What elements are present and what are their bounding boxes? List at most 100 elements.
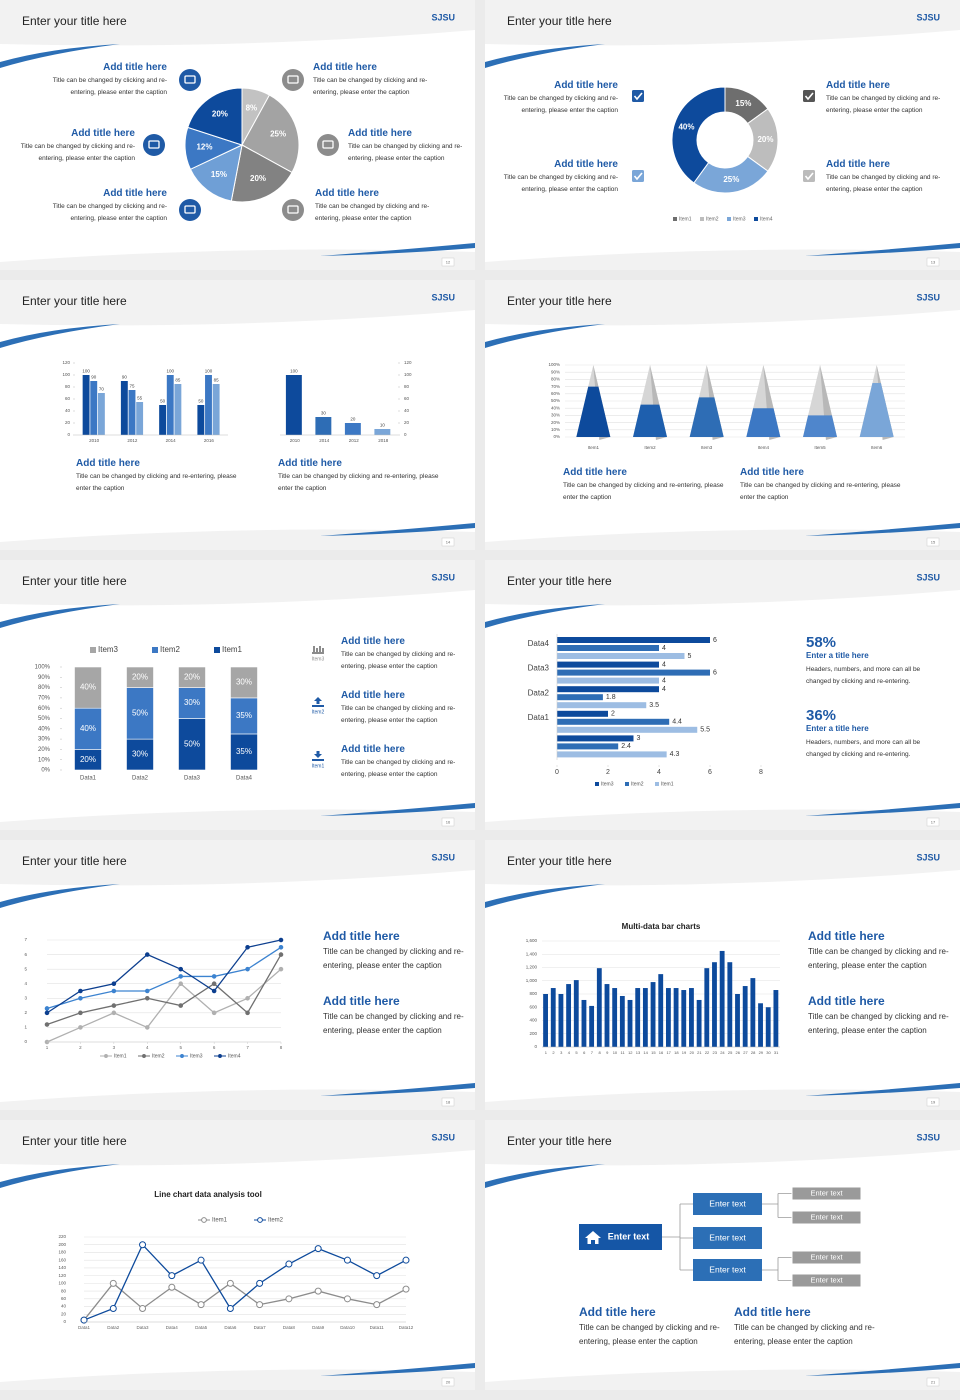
value-label: 4	[662, 677, 666, 684]
callout-caption: Title can be changed by clicking and re-…	[563, 482, 724, 501]
checkbox	[803, 170, 815, 182]
bar	[557, 669, 710, 676]
page-box	[926, 1097, 940, 1107]
y-tick-label: 1,400	[526, 951, 538, 956]
bar	[566, 984, 572, 1047]
slice	[671, 86, 726, 184]
x-tick-label: 2	[552, 1050, 555, 1055]
icon-glyph	[312, 759, 324, 761]
bar	[557, 718, 670, 725]
bar	[557, 694, 603, 701]
bar-segment	[74, 707, 102, 750]
legend-swatch	[673, 217, 677, 221]
bar	[557, 751, 667, 758]
point	[178, 974, 184, 979]
point	[211, 974, 217, 979]
callout-caption: Title can be changed by clicking and re-…	[52, 203, 167, 222]
slide-title: Enter your title here	[22, 574, 127, 588]
bar-segment	[178, 687, 206, 719]
bar-segment	[178, 718, 206, 771]
icon-glyph	[312, 652, 324, 654]
y-tick-label: 50%	[38, 716, 51, 722]
slice-label: 40%	[678, 123, 694, 132]
callout-caption: Title can be changed by clicking and re-…	[579, 1323, 720, 1346]
y-tick-label: 80	[61, 1288, 67, 1293]
page-box	[926, 817, 940, 827]
point	[144, 1025, 150, 1030]
page-box	[441, 1377, 455, 1387]
bar	[604, 984, 610, 1047]
page-box	[926, 537, 940, 547]
x-tick-label: 7	[246, 1045, 249, 1050]
y-tick-label: 40%	[38, 726, 51, 732]
y-tick-label: 80%	[38, 685, 51, 691]
y-tick-label: 400	[529, 1018, 537, 1023]
x-tick-label: 5	[575, 1050, 578, 1055]
callout-caption: Title can be changed by clicking and re-…	[348, 143, 463, 162]
point	[211, 981, 217, 987]
legend-swatch	[754, 217, 758, 221]
x-tick-label: 4	[657, 769, 661, 776]
y-tick-label: 600	[529, 1004, 537, 1009]
legend-label: Item3	[733, 216, 746, 222]
legend-swatch	[90, 647, 96, 653]
legend-label: Item3	[601, 781, 614, 787]
page-number: 20	[446, 1380, 451, 1385]
value-label: 4	[662, 686, 666, 693]
node-box	[693, 1259, 762, 1281]
bar	[543, 994, 548, 1047]
slice-label: 15%	[211, 170, 227, 179]
pyramid-fill	[803, 415, 837, 437]
callout-caption: Title can be changed by clicking and re-…	[734, 1323, 875, 1346]
value-label: 30%	[236, 678, 252, 687]
y-tick-label: 6	[24, 952, 27, 957]
page-box	[926, 257, 940, 267]
bar	[212, 384, 220, 435]
logo: SJSU	[916, 12, 940, 22]
bar	[557, 686, 659, 693]
callout-title: Add title here	[313, 62, 377, 73]
callout-caption: Title can be changed by clicking and re-…	[826, 174, 941, 193]
value-label: 50	[160, 399, 166, 404]
callout-title: Add title here	[76, 458, 140, 469]
slide-title: Enter your title here	[507, 294, 612, 308]
point	[144, 952, 150, 957]
value-label: 5.5	[700, 727, 710, 734]
icon	[317, 134, 339, 156]
y-tick-label: 1	[24, 1025, 27, 1030]
point	[139, 1304, 147, 1312]
y-tick-label: 60%	[38, 706, 51, 712]
slide-title: Enter your title here	[507, 1134, 612, 1148]
point	[211, 1010, 217, 1016]
callout-title: Add title here	[323, 994, 400, 1008]
value-label: 35%	[236, 747, 252, 756]
bar	[90, 381, 98, 435]
bar	[197, 405, 205, 435]
y-tick-label: 20	[404, 420, 410, 425]
x-tick-label: 2	[606, 769, 610, 776]
x-tick-label: Data3	[137, 1325, 150, 1330]
x-tick-label: Data4	[236, 776, 253, 782]
home-icon	[585, 1231, 601, 1244]
y-tick-label: 2	[24, 1010, 27, 1015]
logo: SJSU	[431, 572, 455, 582]
stat-caption: Headers, numbers, and more can all be ch…	[806, 666, 921, 685]
bar	[205, 375, 212, 435]
bar	[635, 988, 641, 1047]
y-tick-label: 60	[404, 396, 410, 401]
x-tick-label: 29	[759, 1050, 764, 1055]
page-number: 18	[446, 1100, 451, 1105]
callout-caption: Title can be changed by clicking and re-…	[278, 473, 439, 492]
x-tick-label: Data1	[78, 1325, 91, 1330]
slide-title: Enter your title here	[22, 294, 127, 308]
top-band	[0, 1120, 475, 1166]
x-tick-label: Data8	[283, 1325, 296, 1330]
point	[285, 1260, 293, 1268]
x-tick-label: 14	[643, 1050, 648, 1055]
x-tick-label: Item5	[814, 445, 826, 450]
icon-glyph	[316, 648, 318, 652]
x-tick-label: 25	[728, 1050, 733, 1055]
x-tick-label: 4	[146, 1045, 149, 1050]
y-tick-label: 5	[24, 966, 27, 971]
